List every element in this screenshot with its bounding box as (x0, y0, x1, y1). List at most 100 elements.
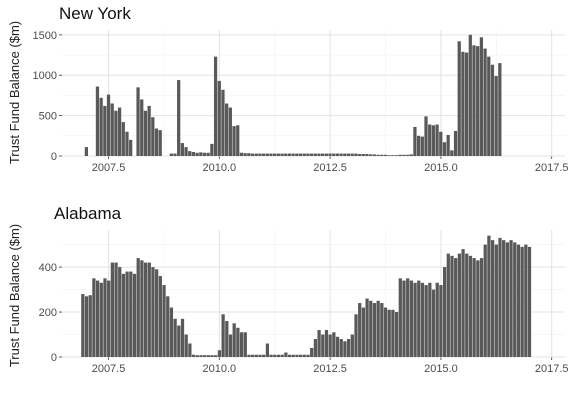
bar (284, 352, 288, 357)
bar (299, 354, 303, 357)
bar (169, 153, 173, 156)
bar (413, 126, 417, 156)
x-tick-label: 2015.0 (424, 363, 458, 375)
y-tick-label: 400 (39, 262, 57, 274)
x-tick-label: 2017.5 (535, 162, 569, 174)
y-tick-label: 0 (51, 352, 57, 364)
bar (483, 244, 487, 357)
y-tick-label: 500 (39, 111, 57, 123)
bar (343, 153, 347, 156)
bar (520, 246, 524, 357)
bar (95, 86, 100, 156)
bar (136, 258, 140, 357)
bar (125, 271, 129, 357)
bar (442, 267, 447, 357)
chart-panel-new-york: New York Trust Fund Balance ($m) 2007.5 2… (0, 0, 573, 196)
bar (199, 355, 203, 357)
bar (306, 354, 310, 357)
bar (236, 327, 240, 357)
bar (328, 153, 332, 156)
bar (225, 321, 229, 357)
bar (420, 282, 425, 357)
bar (287, 153, 292, 156)
y-tick-label: 1000 (33, 70, 57, 82)
bar (439, 131, 443, 156)
bar (99, 97, 103, 156)
bar (328, 334, 332, 357)
bar (265, 343, 270, 357)
bar (442, 142, 447, 156)
bar (129, 139, 133, 156)
bar (380, 303, 384, 357)
bar (402, 280, 406, 357)
bar (287, 354, 292, 357)
bar (206, 152, 210, 156)
bar (365, 153, 369, 156)
bar (446, 135, 450, 156)
bar (324, 153, 328, 156)
x-tick-label: 2007.5 (92, 162, 126, 174)
bar (225, 103, 229, 156)
bar (280, 354, 284, 357)
bar (431, 289, 436, 357)
bar (202, 152, 207, 156)
bar (346, 153, 351, 156)
bar (369, 154, 373, 156)
bar (454, 258, 458, 357)
bar (151, 117, 155, 156)
bar (99, 282, 103, 357)
bar (188, 343, 192, 357)
bar (417, 280, 421, 357)
bar (184, 334, 188, 357)
bar (140, 99, 144, 156)
x-tick-label: 2012.5 (313, 363, 347, 375)
bar (180, 143, 184, 156)
bar (380, 154, 384, 156)
bar (494, 76, 498, 156)
bar (428, 282, 432, 357)
bar (468, 255, 473, 357)
y-tick-label: 0 (51, 151, 57, 163)
bar (472, 45, 476, 156)
bar (354, 314, 358, 357)
bar (295, 153, 299, 156)
bar (250, 153, 255, 156)
chart-panel-alabama: Alabama Trust Fund Balance ($m) 2007.5 20… (0, 200, 573, 402)
bar (457, 41, 461, 156)
bar (313, 153, 317, 156)
bar (502, 240, 506, 357)
bar (136, 87, 140, 156)
bar (236, 125, 240, 156)
bar (232, 323, 236, 357)
bar (273, 153, 277, 156)
x-tick-label: 2010.0 (202, 363, 236, 375)
bar (213, 56, 218, 156)
bar (335, 153, 340, 156)
bar (428, 124, 432, 156)
bar (291, 354, 295, 357)
bar (129, 271, 133, 357)
bar (121, 273, 126, 357)
bar (369, 300, 373, 357)
bar (453, 130, 458, 156)
bar (350, 153, 354, 156)
bar (251, 354, 255, 357)
bar (132, 273, 137, 357)
x-tick-label: 2012.5 (313, 162, 347, 174)
bar (177, 325, 181, 357)
bar (394, 155, 399, 156)
bar (217, 80, 221, 156)
bar (524, 244, 528, 357)
bar (188, 151, 192, 156)
bar (217, 350, 222, 357)
bar (317, 153, 321, 156)
bar (166, 296, 170, 357)
bar (310, 348, 314, 357)
bar (261, 153, 266, 156)
bar (498, 63, 502, 156)
bar (339, 339, 343, 357)
bar (365, 298, 369, 357)
bar (228, 107, 232, 156)
bar (147, 262, 151, 357)
bar (465, 253, 469, 357)
